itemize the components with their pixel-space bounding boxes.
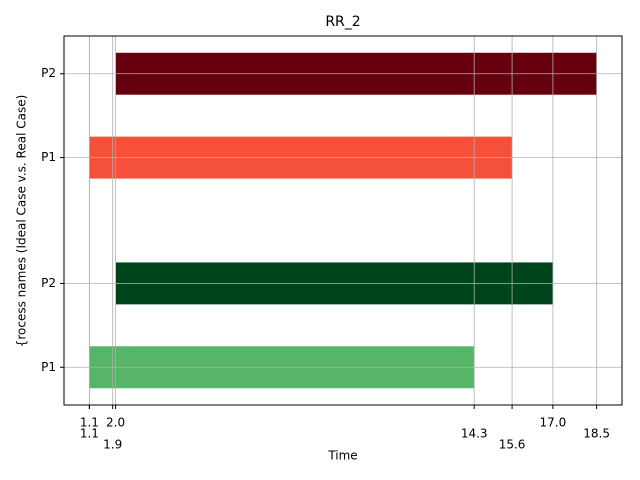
x-tick-label: 18.5 xyxy=(583,427,610,441)
chart-title: RR_2 xyxy=(325,14,360,30)
plot-frame xyxy=(63,35,623,406)
x-tick-label: 1.1 xyxy=(80,427,99,441)
x-axis-label: Time xyxy=(327,449,357,463)
x-tick-label: 15.6 xyxy=(499,438,526,452)
x-tick-label: 17.0 xyxy=(540,416,567,430)
y-tick-label: P2 xyxy=(41,66,56,80)
y-axis-label: {rocess names (Ideal Case v.s. Real Case… xyxy=(15,95,29,348)
y-tick-label: P1 xyxy=(41,360,56,374)
x-tick-label: 1.9 xyxy=(103,438,122,452)
y-tick-label: P2 xyxy=(41,276,56,290)
x-tick-label: 14.3 xyxy=(461,427,488,441)
x-tick-label: 2.0 xyxy=(106,416,125,430)
x-tick-label: 1.1 xyxy=(80,416,99,430)
y-tick-label: P1 xyxy=(41,150,56,164)
